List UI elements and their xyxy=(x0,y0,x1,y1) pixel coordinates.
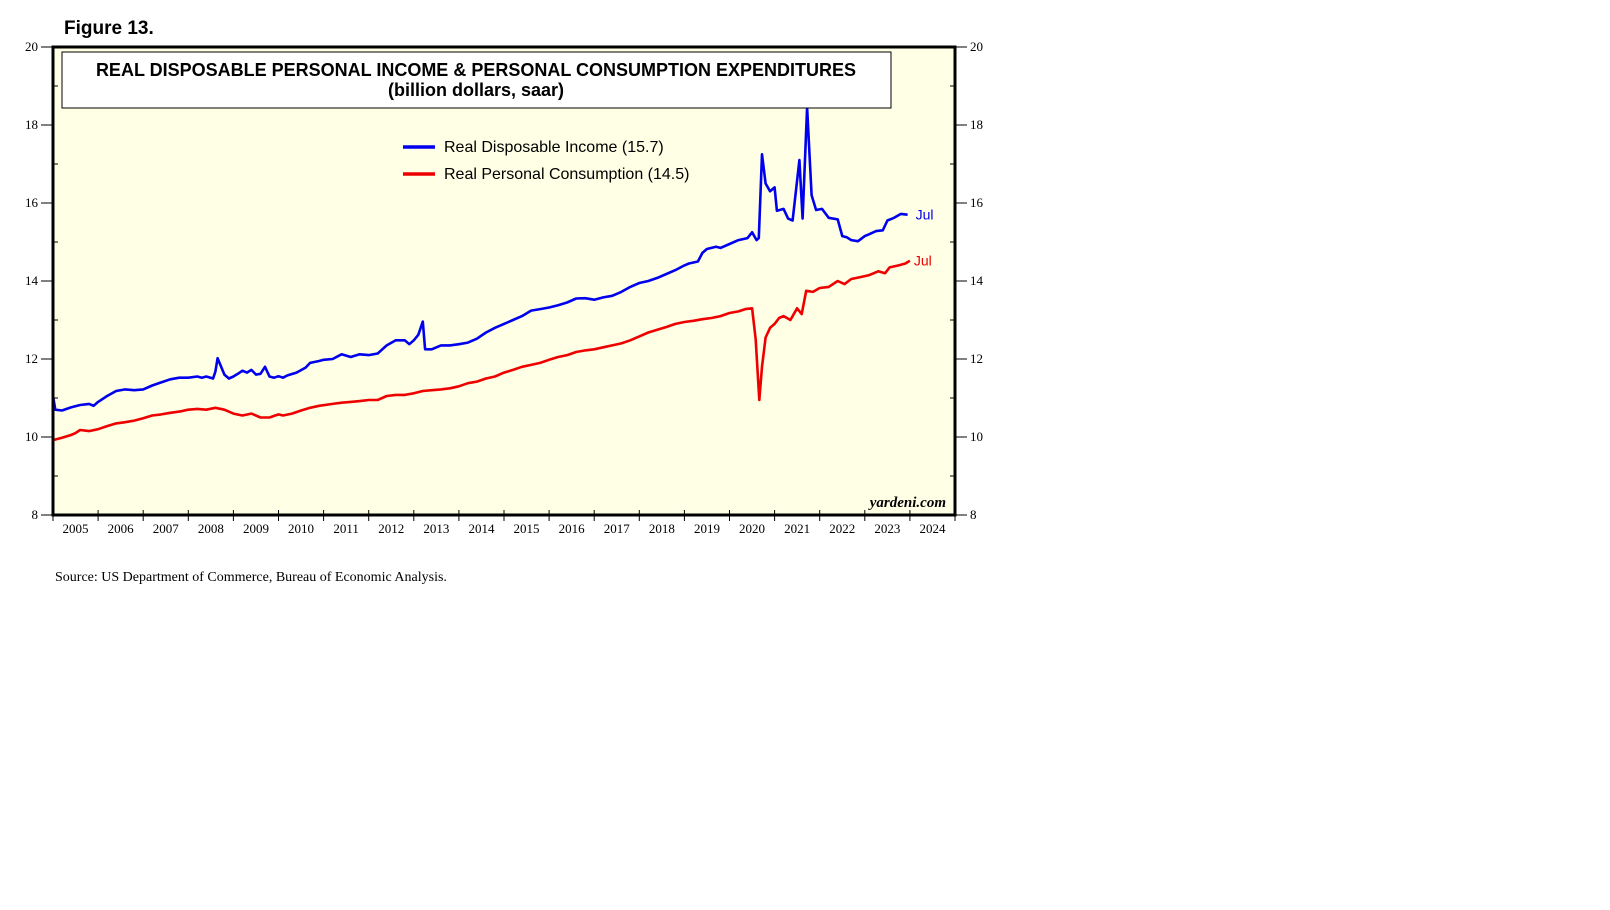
source-note: Source: US Department of Commerce, Burea… xyxy=(55,570,447,585)
x-tick-label: 2011 xyxy=(333,521,359,536)
y-axis-left: 8 10 12 14 16 18 20 xyxy=(25,39,58,522)
x-tick-label: 2010 xyxy=(288,521,314,536)
chart: 8 10 12 14 16 18 20 8 10 12 14 16 18 20 2005 2006 2007… xyxy=(25,39,984,536)
y-tick-label-left: 12 xyxy=(25,351,38,366)
x-tick-label: 2018 xyxy=(649,521,675,536)
x-tick-label: 2014 xyxy=(468,521,495,536)
chart-title: REAL DISPOSABLE PERSONAL INCOME & PERSON… xyxy=(96,60,856,80)
x-tick-label: 2023 xyxy=(874,521,900,536)
y-tick-label-left: 8 xyxy=(32,507,39,522)
x-tick-label: 2015 xyxy=(514,521,540,536)
x-tick-label: 2009 xyxy=(243,521,269,536)
end-label-consumption: Jul xyxy=(914,253,932,269)
x-tick-label: 2021 xyxy=(784,521,810,536)
plot-area xyxy=(53,47,955,515)
x-tick-label: 2005 xyxy=(63,521,89,536)
series-line-consumption xyxy=(52,259,911,442)
x-tick-label: 2008 xyxy=(198,521,224,536)
x-tick-label: 2022 xyxy=(829,521,855,536)
x-tick-label: 2007 xyxy=(153,521,180,536)
y-tick-label-left: 14 xyxy=(25,273,39,288)
plot-frame xyxy=(51,45,957,517)
y-tick-label-right: 8 xyxy=(970,507,977,522)
chart-subtitle: (billion dollars, saar) xyxy=(388,80,564,100)
y-tick-label-right: 12 xyxy=(970,351,983,366)
x-tick-label: 2013 xyxy=(423,521,449,536)
y-tick-label-right: 20 xyxy=(970,39,983,54)
title-box xyxy=(61,51,892,109)
x-tick-label: 2006 xyxy=(108,521,135,536)
x-axis: 2005 2006 2007 2008 2009 2010 2011 2012 2013 2014… xyxy=(52,510,956,536)
x-tick-label: 2012 xyxy=(378,521,404,536)
series-group xyxy=(51,106,911,442)
y-tick-label-left: 16 xyxy=(25,195,39,210)
x-tick-label: 2016 xyxy=(559,521,586,536)
y-tick-label-right: 18 xyxy=(970,117,983,132)
y-tick-label-right: 16 xyxy=(970,195,984,210)
legend: Real Disposable Income (15.7) Real Perso… xyxy=(403,139,689,183)
x-tick-label: 2024 xyxy=(919,521,946,536)
x-tick-label: 2019 xyxy=(694,521,720,536)
x-tick-label: 2020 xyxy=(739,521,765,536)
watermark: yardeni.com xyxy=(868,495,946,511)
legend-label-consumption: Real Personal Consumption (14.5) xyxy=(444,166,689,183)
y-tick-label-left: 18 xyxy=(25,117,38,132)
series-line-income xyxy=(51,106,908,412)
y-tick-label-left: 20 xyxy=(25,39,38,54)
y-tick-label-right: 14 xyxy=(970,273,984,288)
y-tick-label-right: 10 xyxy=(970,429,983,444)
figure-label: Figure 13. xyxy=(64,18,154,39)
y-axis-right: 8 10 12 14 16 18 20 xyxy=(950,39,984,522)
legend-label-income: Real Disposable Income (15.7) xyxy=(444,139,664,156)
x-tick-label: 2017 xyxy=(604,521,631,536)
y-tick-label-left: 10 xyxy=(25,429,38,444)
end-label-income: Jul xyxy=(916,207,934,223)
